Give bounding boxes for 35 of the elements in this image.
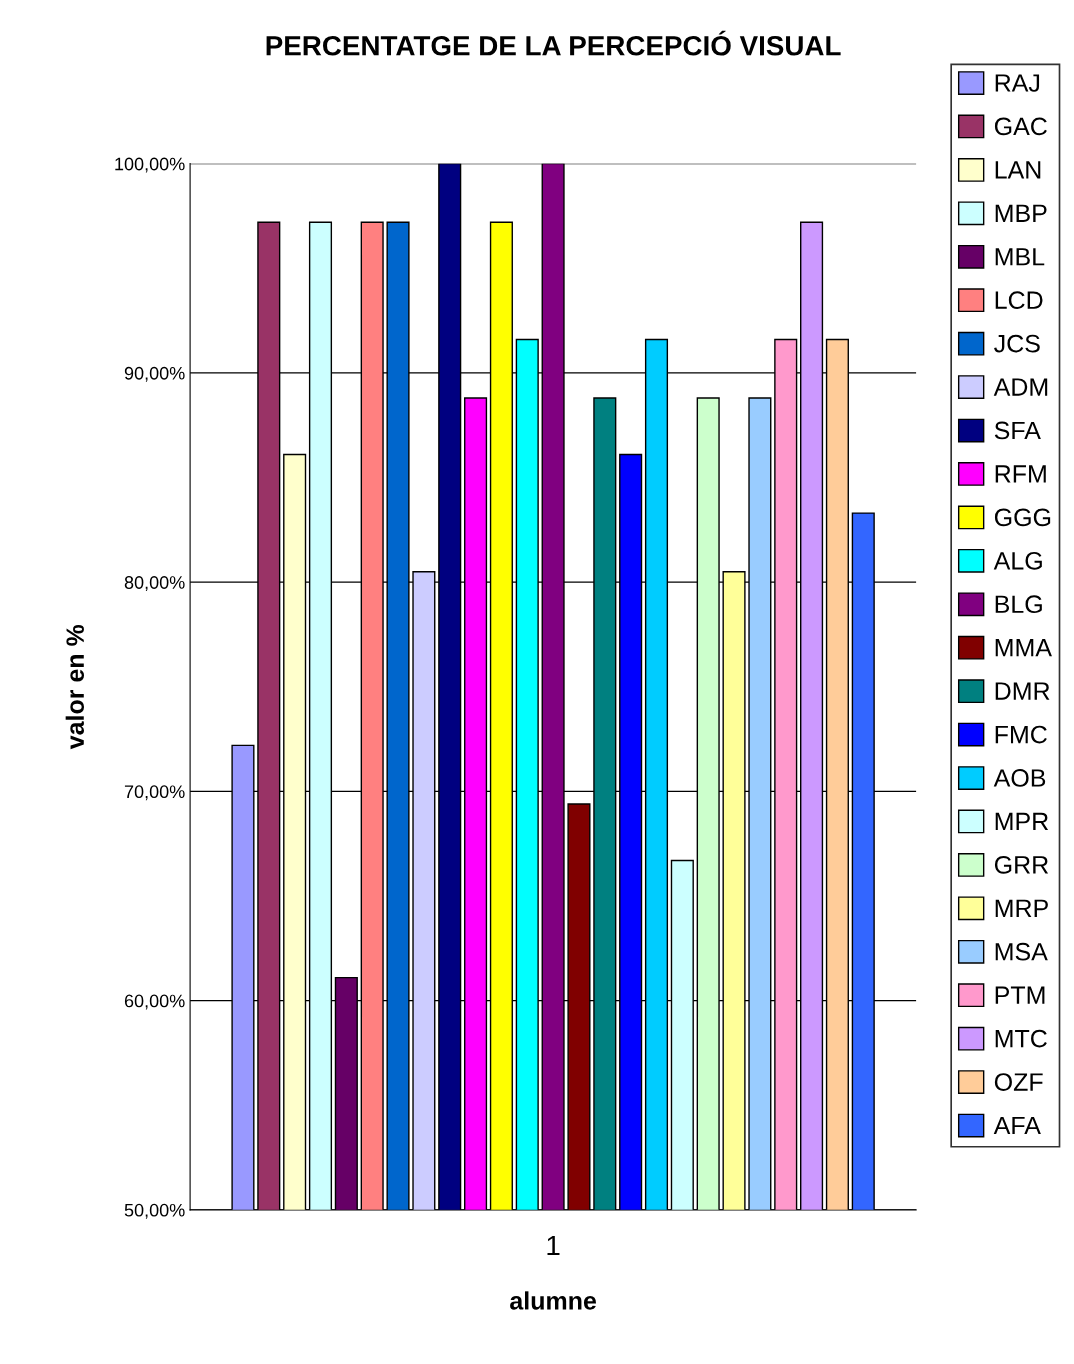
legend-label: MPR bbox=[995, 812, 1049, 831]
legend-label: MMA bbox=[995, 639, 1052, 657]
legend-label: AFA bbox=[993, 1116, 1041, 1135]
legend-label: LCD bbox=[995, 291, 1043, 310]
legend-label: FMC bbox=[995, 725, 1047, 744]
legend-label: DMR bbox=[995, 682, 1050, 700]
legend-label: OZF bbox=[994, 1073, 1043, 1091]
legend-label: RFM bbox=[995, 465, 1046, 483]
legend-label: GGG bbox=[994, 508, 1051, 527]
y-tick-label: 80,00% bbox=[124, 576, 185, 592]
x-axis-title: alumne bbox=[510, 1291, 597, 1310]
y-tick-label: 50,00% bbox=[124, 1203, 185, 1219]
legend-label: MBL bbox=[995, 248, 1045, 266]
legend-label: MRP bbox=[995, 899, 1048, 917]
legend-label: JCS bbox=[994, 334, 1040, 353]
legend-label: ADM bbox=[993, 378, 1048, 396]
legend-label: MTC bbox=[995, 1029, 1047, 1048]
legend-label: MSA bbox=[995, 942, 1048, 961]
legend-label: BLG bbox=[995, 595, 1042, 614]
y-tick-label: 60,00% bbox=[124, 994, 185, 1010]
legend-label: LAN bbox=[995, 161, 1041, 179]
legend-label: MBP bbox=[995, 204, 1047, 222]
legend-label: PTM bbox=[995, 986, 1045, 1004]
y-tick-label: 90,00% bbox=[124, 366, 185, 382]
legend-label: GAC bbox=[994, 117, 1047, 136]
y-tick-label: 70,00% bbox=[124, 785, 185, 801]
legend-label: ALG bbox=[993, 551, 1042, 570]
y-tick-label: 100,00% bbox=[115, 157, 185, 173]
legend-label: GRR bbox=[994, 856, 1049, 874]
x-tick-label: 1 bbox=[547, 1235, 560, 1255]
chart-title: PERCENTATGE DE LA PERCEPCIÓ VISUAL bbox=[266, 30, 841, 56]
legend-label: RAJ bbox=[995, 74, 1040, 92]
y-axis-title: valor en % bbox=[65, 624, 85, 750]
legend-label: SFA bbox=[994, 421, 1041, 440]
legend-label: AOB bbox=[993, 769, 1046, 787]
